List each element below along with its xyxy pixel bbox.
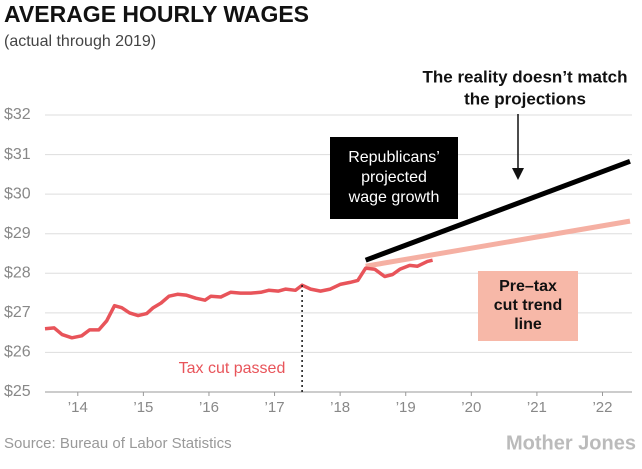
annotation-text: line [514, 316, 542, 333]
x-tick-label: ’17 [265, 399, 285, 416]
y-tick-label: $25 [4, 383, 31, 400]
x-tick-label: ’15 [133, 399, 153, 416]
x-tick-label: ’18 [330, 399, 350, 416]
line-series [44, 258, 433, 340]
chart-subtitle: (actual through 2019) [4, 33, 156, 50]
arrow-head [512, 168, 524, 180]
chart-title: AVERAGE HOURLY WAGES [4, 1, 309, 27]
x-tick-label: ’21 [527, 399, 547, 416]
annotation-text: cut trend [494, 297, 562, 314]
annotation-text: The reality doesn’t match [423, 67, 628, 86]
annotation-box [330, 137, 458, 219]
logo: Mother Jones [506, 432, 636, 454]
y-tick-label: $27 [4, 304, 31, 321]
y-tick-label: $32 [4, 106, 31, 123]
annotation-text: Pre–tax [499, 278, 557, 295]
y-tick-label: $30 [4, 185, 31, 202]
x-tick-label: ’22 [592, 399, 612, 416]
line-series [364, 158, 631, 263]
y-tick-label: $28 [4, 265, 31, 282]
x-tick-label: ’16 [199, 399, 219, 416]
annotation-text: projected [361, 169, 427, 186]
y-tick-label: $29 [4, 225, 31, 242]
y-tick-label: $26 [4, 344, 31, 361]
annotation-text: Tax cut passed [179, 360, 286, 377]
annotation-box [478, 271, 578, 341]
annotation-text: the projections [464, 89, 586, 108]
source: Source: Bureau of Labor Statistics [4, 435, 232, 452]
annotation-text: wage growth [348, 189, 440, 206]
x-tick-label: ’19 [396, 399, 416, 416]
y-tick-label: $31 [4, 146, 31, 163]
x-tick-label: ’20 [461, 399, 481, 416]
line-series [365, 218, 631, 269]
annotation-text: Republicans’ [348, 149, 440, 166]
x-tick-label: ’14 [68, 399, 88, 416]
